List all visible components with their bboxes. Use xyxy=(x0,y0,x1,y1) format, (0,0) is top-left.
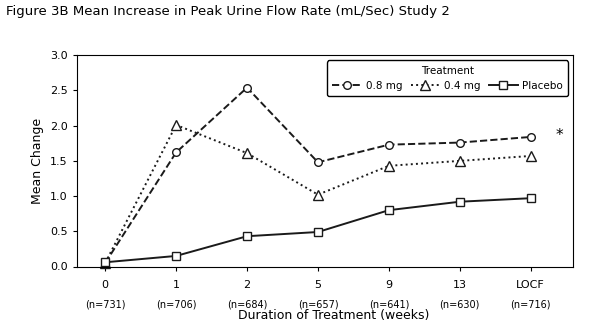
Text: 5: 5 xyxy=(314,280,322,290)
Text: LOCF: LOCF xyxy=(517,280,545,290)
Text: (n=684): (n=684) xyxy=(227,299,267,309)
Legend: 0.8 mg, 0.4 mg, Placebo: 0.8 mg, 0.4 mg, Placebo xyxy=(327,60,568,96)
Text: (n=657): (n=657) xyxy=(298,299,338,309)
Text: Figure 3B Mean Increase in Peak Urine Flow Rate (mL/Sec) Study 2: Figure 3B Mean Increase in Peak Urine Fl… xyxy=(6,5,450,18)
Y-axis label: Mean Change: Mean Change xyxy=(31,118,44,204)
Text: (n=630): (n=630) xyxy=(440,299,480,309)
Text: (n=706): (n=706) xyxy=(156,299,196,309)
Text: 9: 9 xyxy=(385,280,392,290)
Text: 2: 2 xyxy=(243,280,251,290)
Text: (n=716): (n=716) xyxy=(511,299,551,309)
Text: *: * xyxy=(556,128,563,143)
Text: 1: 1 xyxy=(173,280,180,290)
Text: 0: 0 xyxy=(102,280,109,290)
Text: (n=731): (n=731) xyxy=(85,299,125,309)
Text: (n=641): (n=641) xyxy=(369,299,409,309)
Text: Duration of Treatment (weeks): Duration of Treatment (weeks) xyxy=(238,309,430,322)
Text: 13: 13 xyxy=(453,280,467,290)
